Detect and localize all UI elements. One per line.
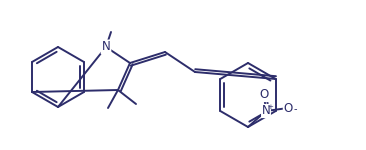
Text: +: + <box>267 104 273 110</box>
Text: -: - <box>294 104 298 114</box>
Text: N: N <box>102 40 111 54</box>
Text: O: O <box>259 88 269 102</box>
Text: O: O <box>283 102 293 114</box>
Text: N: N <box>262 105 270 117</box>
